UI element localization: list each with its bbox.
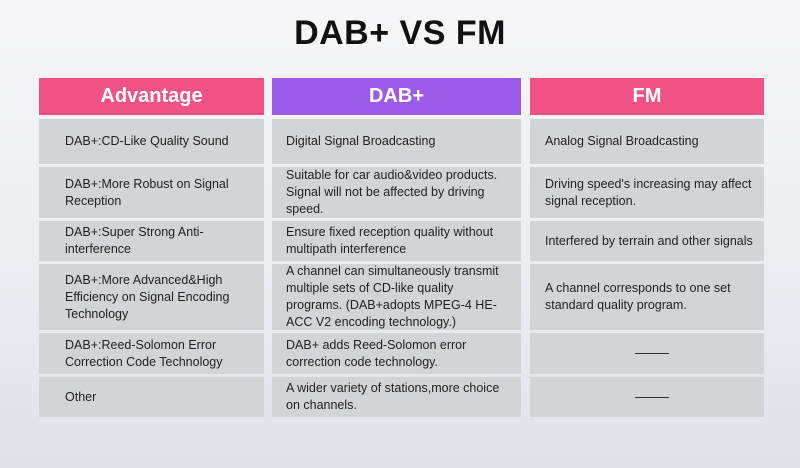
dab-column: DAB+ Digital Signal Broadcasting Suitabl… [272, 78, 521, 420]
advantage-header: Advantage [39, 78, 264, 115]
fm-cell: Interfered by terrain and other signals [530, 221, 764, 261]
dab-cell: A channel can simultaneously transmit mu… [272, 264, 521, 330]
fm-cell: Driving speed's increasing may affect si… [530, 167, 764, 218]
fm-column: FM Analog Signal Broadcasting Driving sp… [530, 78, 764, 420]
dab-cell: Ensure fixed reception quality without m… [272, 221, 521, 261]
dab-cell: Digital Signal Broadcasting [272, 119, 521, 164]
page-title: DAB+ VS FM [294, 14, 506, 52]
advantage-cell: DAB+:Reed-Solomon Error Correction Code … [39, 333, 264, 374]
fm-cell: Analog Signal Broadcasting [530, 119, 764, 164]
advantage-cell: DAB+:CD-Like Quality Sound [39, 119, 264, 164]
advantage-cell: Other [39, 377, 264, 417]
advantage-column: Advantage DAB+:CD-Like Quality Sound DAB… [39, 78, 264, 420]
dab-cell: DAB+ adds Reed-Solomon error correction … [272, 333, 521, 374]
advantage-cell: DAB+:Super Strong Anti-interference [39, 221, 264, 261]
advantage-cell: DAB+:More Robust on Signal Reception [39, 167, 264, 218]
fm-empty-cell [530, 377, 764, 417]
advantage-cell: DAB+:More Advanced&High Efficiency on Si… [39, 264, 264, 330]
fm-empty-cell [530, 333, 764, 374]
dash-line [634, 396, 669, 398]
dab-cell: Suitable for car audio&video products. S… [272, 167, 521, 218]
dash-line [634, 353, 669, 354]
dab-header: DAB+ [272, 78, 521, 115]
dab-cell: A wider variety of stations,more choice … [272, 377, 521, 417]
fm-header: FM [530, 78, 764, 115]
fm-cell: A channel corresponds to one set standar… [530, 264, 764, 330]
